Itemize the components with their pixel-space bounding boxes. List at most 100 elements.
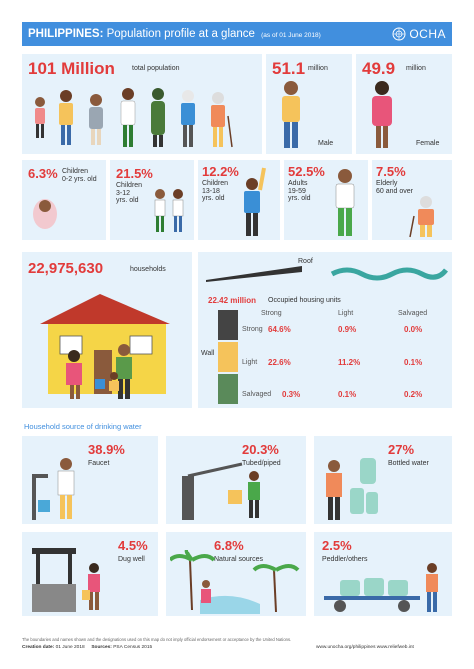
matrix-cell: 0.0% [404, 325, 423, 334]
water-source-label: Bottled water [388, 460, 429, 467]
pump-icon [182, 462, 260, 520]
water-source-tubed: 20.3% Tubed/piped [166, 436, 306, 524]
age-group-pct: 21.5% [116, 166, 153, 181]
households-card: 22,975,630 households [22, 252, 192, 408]
matrix-cell: 11.2% [338, 358, 361, 367]
age-group-0-2: 6.3% Children 0-2 yrs. old [22, 160, 106, 240]
title-country: PHILIPPINES: [28, 28, 104, 40]
water-source-faucet: 38.9% Faucet [22, 436, 158, 524]
page-title: PHILIPPINES: Population profile at a gla… [22, 28, 321, 40]
logo-text: OCHA [409, 27, 446, 41]
adult-icon [335, 169, 355, 236]
sources-value: PSA Census 2015 [113, 645, 153, 650]
elderly-icon [409, 196, 434, 238]
family-illustration [35, 88, 233, 148]
water-source-pct: 27% [388, 442, 415, 457]
house-illustration [40, 294, 170, 399]
bottled-water-icon [326, 458, 378, 520]
matrix-cell: 0.2% [404, 390, 423, 399]
water-section-title: Household source of drinking water [24, 422, 142, 431]
age-group-60-plus: 7.5% Elderly 60 and over [372, 160, 452, 240]
age-group-label: Elderly 60 and over [376, 180, 413, 195]
matrix-cell: 0.1% [404, 358, 423, 367]
matrix-cell: 0.1% [338, 390, 357, 399]
occupied-label: Occupied housing units [268, 297, 341, 304]
title-text: Population profile at a glance [106, 28, 255, 40]
matrix-cell: 0.3% [282, 390, 301, 399]
water-source-label: Natural sources [214, 556, 264, 563]
sources-label: Sources: [91, 645, 112, 650]
un-emblem-icon [392, 27, 406, 41]
female-label: Female [416, 140, 440, 147]
water-source-pct: 2.5% [322, 538, 352, 553]
male-label: Male [318, 140, 334, 147]
column-header: Strong [261, 310, 282, 317]
school-children-icon [154, 189, 184, 232]
water-source-pct: 4.5% [118, 538, 148, 553]
male-icon [282, 81, 300, 148]
footer-disclaimer: The boundaries and names shown and the d… [22, 637, 292, 642]
water-source-label: Faucet [88, 460, 110, 467]
water-source-natural: 6.8% Natural sources [166, 532, 306, 616]
row-header: Strong [242, 326, 263, 333]
households-value: 22,975,630 [28, 260, 104, 277]
female-population-card: 49.9 million Female [356, 54, 452, 154]
teen-icon [244, 167, 266, 236]
baby-icon [33, 199, 57, 229]
row-header: Light [242, 359, 258, 366]
roof-illustration [206, 266, 448, 282]
water-source-pct: 6.8% [214, 538, 244, 553]
water-source-label: Tubed/piped [242, 460, 281, 467]
age-group-pct: 7.5% [376, 164, 406, 179]
matrix-cell: 0.9% [338, 325, 357, 334]
age-group-label: Children 13-18 yrs. old [202, 180, 229, 203]
water-source-dug-well: 4.5% Dug well [22, 532, 158, 616]
matrix-cell: 22.6% [268, 358, 291, 367]
water-source-bottled: 27% Bottled water [314, 436, 452, 524]
matrix-cell: 64.6% [268, 325, 291, 334]
total-population-card: 101 Million total population [22, 54, 262, 154]
row-header: Salvaged [242, 391, 272, 398]
age-group-label: Adults 19-59 yrs. old [288, 180, 311, 203]
dug-well-icon [32, 548, 100, 612]
water-source-peddler: 2.5% Peddler/others [314, 532, 452, 616]
roof-label: Roof [298, 258, 313, 265]
wall-label: Wall [201, 350, 215, 357]
age-group-13-18: 12.2% Children 13-18 yrs. old [198, 160, 280, 240]
water-source-pct: 38.9% [88, 442, 125, 457]
age-group-19-59: 52.5% Adults 19-59 yrs. old [284, 160, 368, 240]
age-group-pct: 12.2% [202, 164, 239, 179]
female-unit: million [406, 65, 426, 72]
creation-value: 01 June 2018 [55, 645, 85, 650]
total-population-label: total population [132, 65, 180, 72]
housing-matrix-card: Roof 22.42 million Occupied housing unit… [198, 252, 452, 408]
water-source-label: Peddler/others [322, 556, 368, 563]
water-source-label: Dug well [118, 556, 145, 563]
footer-urls[interactable]: www.unocha.org/philippines www.reliefweb… [316, 645, 414, 650]
footer-meta: Creation date: 01 June 2018 Sources: PSA… [22, 645, 152, 650]
female-value: 49.9 [362, 59, 396, 78]
wall-illustration [218, 310, 238, 404]
age-group-label: Children 0-2 yrs. old [62, 168, 97, 183]
age-group-pct: 6.3% [28, 166, 58, 181]
age-group-label: Children 3-12 yrs. old [116, 182, 143, 205]
households-label: households [130, 266, 166, 273]
title-date: (as of 01 June 2018) [261, 32, 321, 39]
peddler-cart-icon [324, 563, 438, 612]
male-population-card: 51.1 million Male [266, 54, 352, 154]
male-value: 51.1 [272, 59, 306, 78]
column-header: Light [338, 310, 354, 317]
ocha-logo: OCHA [392, 27, 452, 41]
occupied-value: 22.42 million [208, 296, 257, 305]
female-icon [372, 81, 392, 148]
page-header: PHILIPPINES: Population profile at a gla… [22, 22, 452, 46]
water-source-pct: 20.3% [242, 442, 279, 457]
male-unit: million [308, 65, 328, 72]
creation-label: Creation date: [22, 645, 55, 650]
natural-source-icon [170, 550, 300, 614]
age-group-3-12: 21.5% Children 3-12 yrs. old [110, 160, 194, 240]
total-population-value: 101 Million [28, 59, 115, 78]
column-header: Salvaged [398, 310, 428, 317]
age-group-pct: 52.5% [288, 164, 325, 179]
faucet-icon [32, 458, 75, 520]
